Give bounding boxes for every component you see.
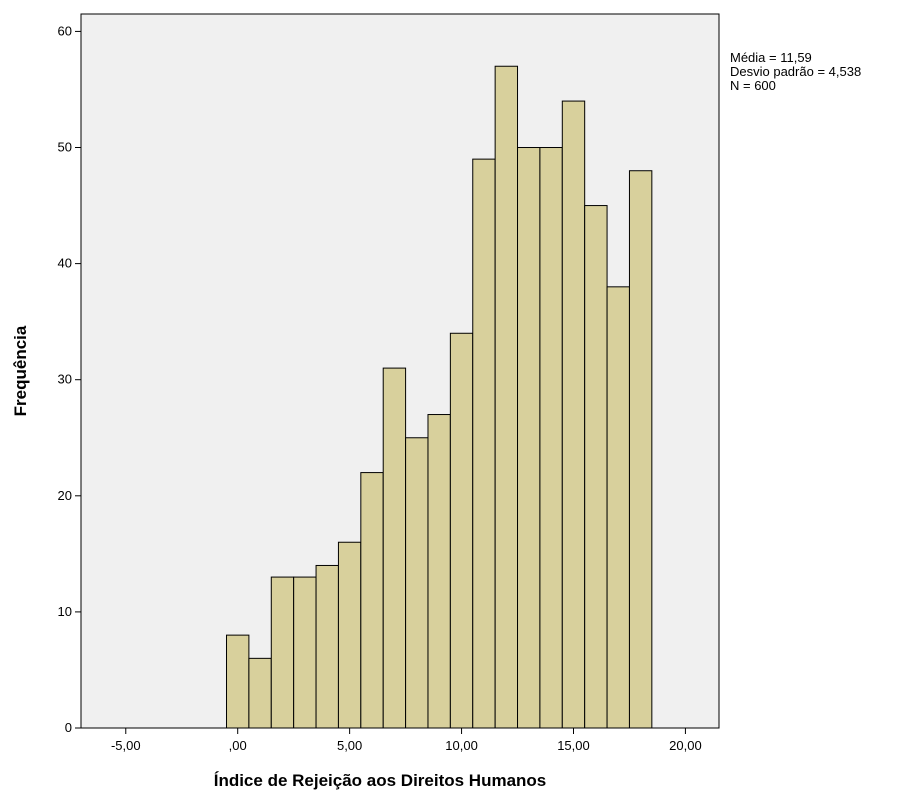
stat-std-dev: Desvio padrão = 4,538 (730, 64, 861, 79)
histogram-bar (494, 65, 519, 729)
y-tick-label: 20 (58, 488, 72, 503)
x-tick-label: -5,00 (111, 738, 141, 753)
histogram-bar (539, 147, 563, 729)
histogram-bar (606, 286, 630, 729)
histogram-bar (337, 541, 362, 729)
y-axis-ticks: 0 10 20 30 40 50 60 (58, 23, 81, 735)
stats-box: Média = 11,59 Desvio padrão = 4,538 N = … (730, 50, 861, 93)
histogram-bar (226, 634, 250, 729)
histogram-bar (517, 147, 541, 729)
histogram-bar (449, 332, 474, 729)
x-axis-title: Índice de Rejeição aos Direitos Humanos (214, 771, 547, 790)
histogram-bar (360, 472, 384, 729)
histogram-bar (584, 205, 608, 729)
histogram-bar (270, 576, 295, 729)
histogram-bar (293, 576, 317, 729)
x-tick-label: 10,00 (445, 738, 478, 753)
histogram-bar (472, 158, 496, 729)
y-tick-label: 0 (65, 720, 72, 735)
histogram-bar (382, 367, 407, 729)
y-tick-label: 50 (58, 140, 72, 155)
histogram-bar (427, 414, 451, 729)
bars (226, 65, 653, 729)
y-tick-label: 60 (58, 23, 72, 38)
y-tick-label: 40 (58, 256, 72, 271)
x-tick-label: 20,00 (669, 738, 702, 753)
y-tick-label: 10 (58, 604, 72, 619)
histogram-bar (628, 170, 653, 729)
histogram-bar (248, 657, 272, 729)
x-tick-label: 5,00 (337, 738, 362, 753)
histogram-bar (561, 100, 586, 729)
y-tick-label: 30 (58, 372, 72, 387)
stat-n: N = 600 (730, 78, 776, 93)
histogram-bar (315, 564, 339, 729)
y-axis-title: Frequência (11, 325, 30, 416)
x-tick-label: 15,00 (557, 738, 590, 753)
x-axis-ticks: -5,00 ,00 5,00 10,00 15,00 20,00 (111, 728, 702, 753)
stat-mean: Média = 11,59 (730, 50, 812, 65)
x-tick-label: ,00 (229, 738, 247, 753)
histogram-bar (405, 437, 429, 729)
